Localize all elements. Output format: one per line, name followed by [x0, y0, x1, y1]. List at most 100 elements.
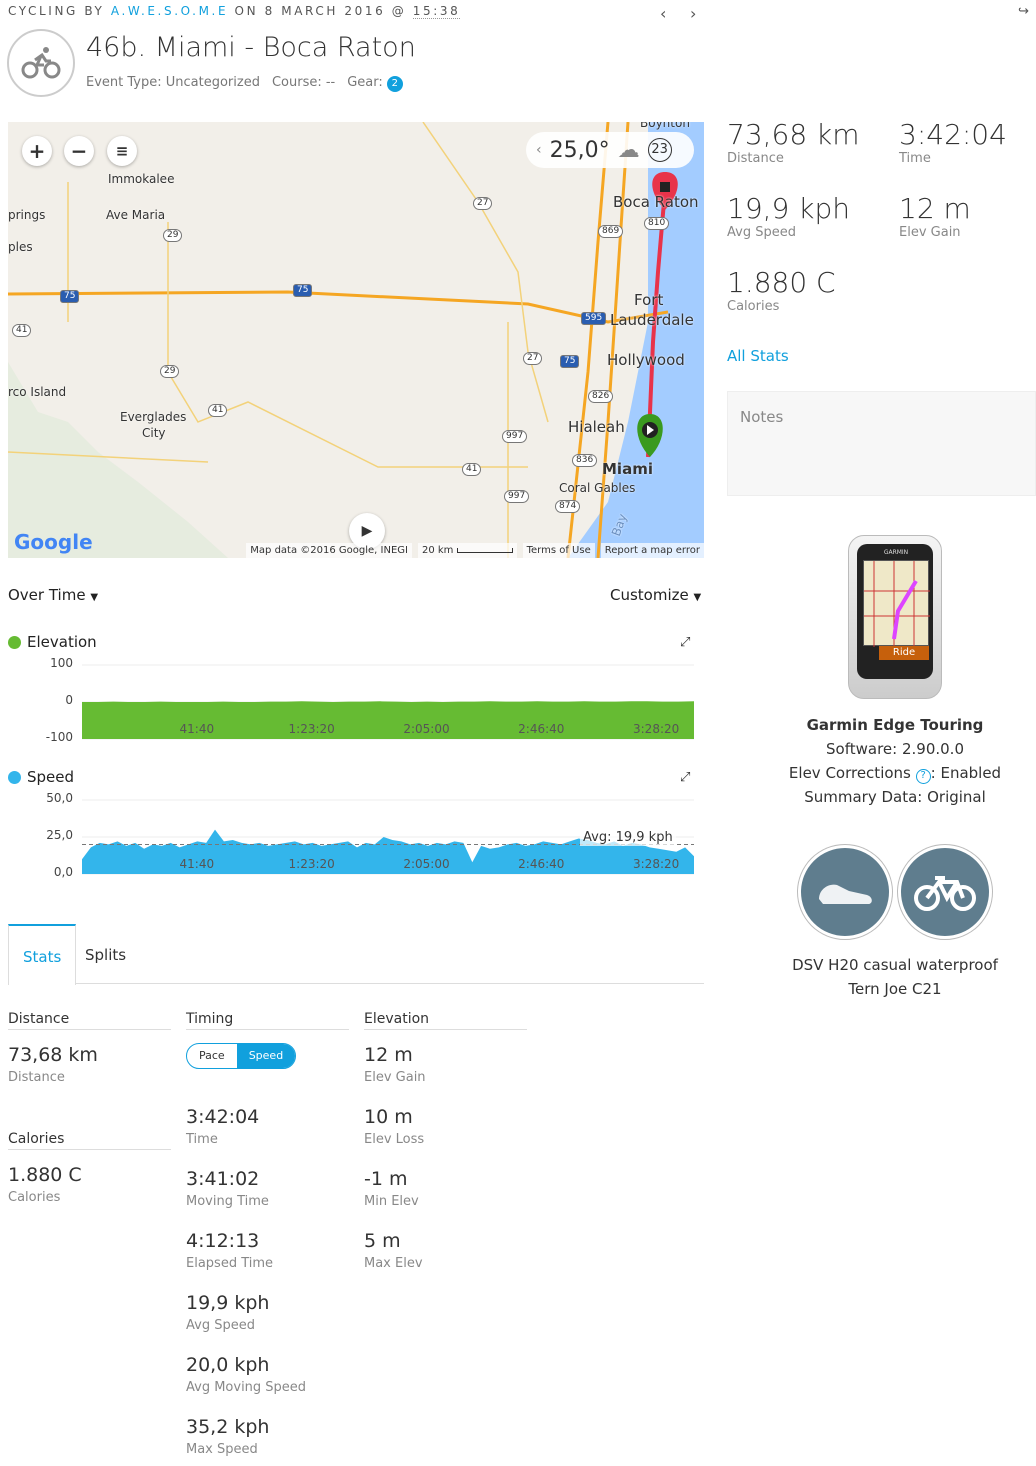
x-tick: 1:23:20	[288, 857, 335, 871]
road-shield: 997	[504, 490, 530, 503]
road-shield: 29	[163, 229, 183, 242]
prev-activity-icon[interactable]: ‹	[660, 4, 667, 23]
legend-speed[interactable]: Speed	[8, 768, 74, 786]
device-name[interactable]: Garmin Edge Touring	[806, 716, 984, 734]
stat-elevation: -1 m Min Elev	[364, 1168, 419, 1209]
y-tick: 50,0	[46, 791, 73, 805]
gear-count-badge: 2	[386, 76, 403, 92]
activity-byline: CYCLING BY A.W.E.S.O.M.E ON 8 MARCH 2016…	[8, 4, 461, 19]
layers-button[interactable]: ≡	[107, 136, 137, 166]
road-shield: 595	[581, 312, 607, 325]
avg-label: Avg: 19,9 kph	[580, 830, 676, 846]
weather-widget[interactable]: ‹ 25,0° ☁ 23	[526, 132, 694, 168]
map-footer: Map data ©2016 Google, INEGI 20 km Terms…	[246, 543, 704, 558]
map-start-marker	[637, 414, 663, 457]
road-shield: 41	[462, 463, 482, 476]
course[interactable]: Course: --	[271, 75, 336, 90]
road-shield: 997	[502, 430, 528, 443]
zoom-in-button[interactable]: +	[22, 136, 52, 166]
stat-distance: 73,68 km Distance	[8, 1044, 98, 1085]
next-activity-icon[interactable]: ›	[690, 4, 697, 23]
stat-timing: 3:41:02 Moving Time	[186, 1168, 269, 1209]
terms-link[interactable]: Terms of Use	[522, 543, 595, 558]
speed-chart[interactable]	[0, 0, 704, 878]
distance-header: Distance	[8, 1011, 171, 1030]
road-shield: 874	[555, 500, 581, 513]
all-stats-link[interactable]: All Stats	[727, 347, 789, 365]
expand-icon[interactable]: ⤢	[680, 635, 691, 650]
stats-tabs: Stats Splits	[8, 924, 704, 985]
stat-timing: 4:12:13 Elapsed Time	[186, 1230, 274, 1271]
shoe-gear-icon[interactable]	[798, 845, 892, 939]
gear-shoes-name[interactable]: DSV H20 casual waterproof	[792, 956, 998, 974]
expand-icon[interactable]: ⤢	[680, 770, 691, 785]
route-map[interactable]: + − ≡ ‹ 25,0° ☁ 23 Boynton Immokalee Ave Ma…	[8, 122, 704, 558]
elev-corrections: Elev Corrections ?: Enabled	[788, 764, 1002, 784]
x-tick: 3:28:20	[633, 722, 680, 736]
x-tick: 41:40	[179, 722, 215, 736]
stat-elevation: 12 m Elev Gain	[364, 1044, 426, 1085]
y-tick: 0	[65, 693, 73, 707]
y-tick: 0,0	[53, 865, 73, 879]
road-shield: 27	[523, 352, 543, 365]
road-shield: 75	[293, 284, 313, 297]
x-tick: 41:40	[179, 857, 215, 871]
road-shield: 836	[572, 454, 598, 467]
weather-badge: 23	[647, 138, 672, 162]
bike-gear-icon[interactable]	[898, 845, 992, 939]
gear-meta[interactable]: Gear: 2	[347, 75, 415, 92]
map-canvas	[8, 122, 704, 558]
map-end-marker	[652, 172, 678, 210]
cloud-icon: ☁	[617, 137, 640, 163]
activity-meta: Event Type: Uncategorized Course: -- Gear:…	[86, 75, 427, 92]
chevron-left-icon[interactable]: ‹	[536, 142, 542, 158]
elevation-header: Elevation	[364, 1011, 527, 1030]
notes-field[interactable]: Notes	[727, 391, 1036, 496]
cycling-icon	[7, 29, 75, 97]
calories-header: Calories	[8, 1131, 171, 1150]
user-link[interactable]: A.W.E.S.O.M.E	[110, 4, 229, 18]
stat-elevation: 10 m Elev Loss	[364, 1106, 425, 1147]
legend-dot	[8, 635, 21, 649]
report-map-error-link[interactable]: Report a map error	[600, 543, 704, 558]
stat-timing: 35,2 kph Max Speed	[186, 1416, 270, 1457]
elevation-chart[interactable]	[0, 0, 704, 743]
x-tick: 2:05:00	[403, 857, 450, 871]
road-shield: 810	[644, 217, 670, 230]
summary-stat: 73,68 km Distance	[727, 118, 860, 166]
stat-elevation: 5 m Max Elev	[364, 1230, 423, 1271]
y-tick: 100	[50, 656, 73, 670]
help-icon[interactable]: ?	[915, 769, 931, 784]
over-time-dropdown[interactable]: Over Time ▼	[8, 586, 99, 604]
device-software: Software: 2.90.0.0	[826, 740, 964, 758]
tab-splits[interactable]: Splits	[85, 946, 127, 964]
event-type[interactable]: Event Type: Uncategorized	[86, 75, 260, 90]
gear-bike-name[interactable]: Tern Joe C21	[848, 980, 942, 998]
pace-speed-toggle: Pace Speed	[186, 1043, 297, 1069]
google-logo: Google	[14, 530, 93, 554]
elevation-area	[82, 701, 694, 739]
x-tick: 3:28:20	[633, 857, 680, 871]
share-icon[interactable]: ↪	[1018, 4, 1029, 19]
zoom-out-button[interactable]: −	[64, 136, 94, 166]
road-shield: 869	[598, 225, 624, 238]
summary-stat: 12 m Elev Gain	[899, 192, 971, 240]
stat-timing: 3:42:04 Time	[186, 1106, 260, 1147]
x-tick: 2:05:00	[403, 722, 450, 736]
x-tick: 1:23:20	[288, 722, 335, 736]
stat-timing: 20,0 kph Avg Moving Speed	[186, 1354, 307, 1395]
road-shield: 27	[473, 197, 493, 210]
customize-dropdown[interactable]: Customize ▼	[610, 586, 702, 604]
speed-toggle[interactable]: Speed	[236, 1044, 296, 1068]
stat-timing: 19,9 kph Avg Speed	[186, 1292, 270, 1333]
page-title[interactable]: 46b. Miami - Boca Raton	[86, 32, 416, 63]
tab-stats[interactable]: Stats	[8, 924, 77, 985]
summary-stat: 3:42:04 Time	[899, 118, 1007, 166]
summary-stat: 1.880 C Calories	[727, 266, 836, 314]
summary-stat: 19,9 kph Avg Speed	[727, 192, 850, 240]
legend-elevation[interactable]: Elevation	[8, 633, 97, 651]
timing-header: Timing	[186, 1011, 349, 1030]
pace-toggle[interactable]: Pace	[199, 1049, 225, 1062]
road-shield: 41	[208, 404, 228, 417]
road-shield: 75	[60, 290, 80, 303]
